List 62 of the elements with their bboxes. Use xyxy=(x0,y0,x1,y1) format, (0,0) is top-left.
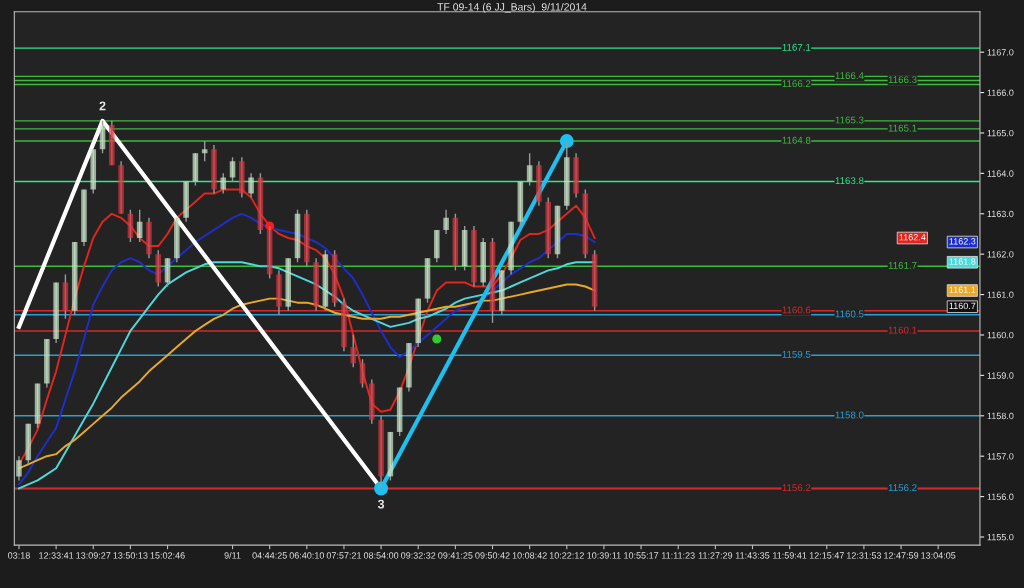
ref-line-label: 1158.0 xyxy=(835,411,864,419)
chart-title: TF 09-14 (6 JJ_Bars) 9/11/2014 xyxy=(437,2,587,13)
annotation: 1162.4 xyxy=(899,234,926,241)
annotation: 3 xyxy=(377,499,385,509)
annotation: 2 xyxy=(99,101,106,111)
y-tick-label: 1165.0 xyxy=(987,129,1014,137)
ref-line-label: 1159.5 xyxy=(782,350,811,358)
x-tick-label: 10:08:42 xyxy=(512,552,547,559)
ref-line-label: 1161.7 xyxy=(888,262,917,269)
x-tick-label: 09:41:25 xyxy=(438,552,473,559)
x-tick-label: 11:59:41 xyxy=(773,552,807,559)
y-tick-label: 1166.0 xyxy=(987,89,1014,96)
y-tick-label: 1156.0 xyxy=(987,493,1014,500)
ref-line-label: 1160.5 xyxy=(835,310,864,318)
y-tick-label: 1157.0 xyxy=(987,453,1014,460)
x-tick-label: 11:43:35 xyxy=(735,552,770,559)
x-tick-label: 9/11 xyxy=(224,552,241,559)
ref-line-label: 1160.6 xyxy=(782,306,811,314)
ref-line-label: 1165.3 xyxy=(835,116,864,124)
x-tick-label: 12:15:47 xyxy=(809,552,844,559)
ref-line-label: 1164.8 xyxy=(782,136,811,144)
x-tick-label: 13:09:27 xyxy=(76,552,111,559)
x-tick-label: 07:57:21 xyxy=(326,552,362,559)
ref-line-label: 1156.2 xyxy=(782,484,811,492)
x-tick-label: 13:50:13 xyxy=(113,552,148,559)
ref-line-label: 1167.1 xyxy=(782,43,811,51)
annotation: 1162.3 xyxy=(949,238,976,245)
annotation: 1160.7 xyxy=(949,302,976,310)
x-tick-label: 15:02:46 xyxy=(150,552,185,559)
annotation: 1161.8 xyxy=(949,258,976,265)
annotation: 1161.1 xyxy=(949,286,976,293)
x-tick-label: 11:27:29 xyxy=(698,552,733,559)
x-tick-label: 03:18 xyxy=(8,552,30,559)
x-tick-label: 11:11:23 xyxy=(661,552,695,559)
x-tick-label: 09:50:42 xyxy=(475,552,510,559)
y-tick-label: 1164.0 xyxy=(987,170,1014,177)
ref-line-label: 1160.1 xyxy=(888,326,917,334)
ref-line-label: 1163.8 xyxy=(835,177,864,185)
x-tick-label: 12:31:53 xyxy=(847,552,882,559)
y-tick-label: 1161.0 xyxy=(987,291,1014,298)
ref-line-label: 1156.2 xyxy=(888,484,917,492)
x-tick-label: 08:54:00 xyxy=(363,552,399,559)
y-tick-label: 1160.0 xyxy=(987,331,1014,339)
ref-line-label: 1166.2 xyxy=(782,80,811,88)
y-tick-label: 1155.0 xyxy=(987,533,1014,541)
x-tick-label: 12:47:59 xyxy=(884,552,919,559)
y-tick-label: 1158.0 xyxy=(987,412,1014,420)
y-tick-label: 1162.0 xyxy=(987,251,1014,258)
ref-line-label: 1166.3 xyxy=(888,76,917,84)
x-tick-label: 10:55:17 xyxy=(624,552,659,559)
y-tick-label: 1159.0 xyxy=(987,372,1014,379)
x-tick-label: 04:44:25 xyxy=(252,552,287,559)
x-tick-label: 06:40:10 xyxy=(289,552,325,559)
x-tick-label: 12:33:41 xyxy=(39,552,74,559)
y-tick-label: 1167.0 xyxy=(987,49,1014,56)
y-tick-label: 1163.0 xyxy=(987,210,1014,218)
x-tick-label: 10:39:11 xyxy=(587,552,621,559)
ref-line-label: 1165.1 xyxy=(888,124,917,132)
x-tick-label: 09:32:32 xyxy=(401,552,436,559)
x-tick-label: 10:22:12 xyxy=(549,552,584,559)
ref-line-label: 1166.4 xyxy=(835,72,864,80)
x-tick-label: 13:04:05 xyxy=(921,552,956,559)
